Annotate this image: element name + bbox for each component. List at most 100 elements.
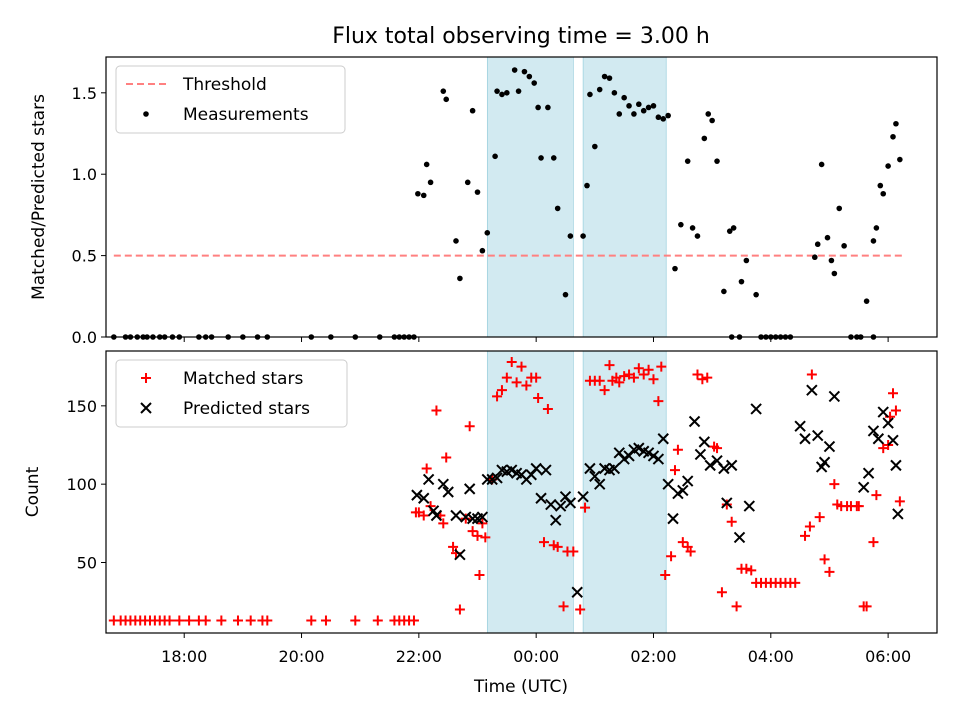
- data-point: [636, 101, 642, 108]
- data-point: [650, 103, 657, 109]
- data-point: [648, 374, 659, 385]
- data-point: [811, 254, 818, 261]
- data-point: [698, 436, 711, 448]
- y-axis-label: Matched/Predicted stars: [29, 94, 49, 300]
- axes-frame: [105, 56, 938, 338]
- data-point: [437, 478, 449, 490]
- data-point: [440, 88, 447, 94]
- data-point: [652, 453, 665, 465]
- data-point: [448, 541, 459, 552]
- data-point: [496, 385, 507, 396]
- data-point: [531, 80, 538, 86]
- y-tick-label: 1.0: [72, 165, 97, 184]
- data-point: [580, 233, 586, 239]
- data-point: [888, 388, 899, 399]
- x-tick-label: 18:00: [161, 647, 207, 666]
- y-tick-label: 1.5: [72, 84, 97, 103]
- y-tick-label: 50: [77, 554, 97, 573]
- data-point: [425, 501, 436, 512]
- data-point: [718, 462, 730, 475]
- data-point: [672, 444, 683, 455]
- data-point: [831, 270, 838, 277]
- data-point: [542, 403, 553, 414]
- data-point: [421, 463, 432, 474]
- data-point: [511, 377, 522, 388]
- data-point: [643, 364, 654, 375]
- data-point: [430, 509, 443, 522]
- data-point: [580, 502, 591, 513]
- data-point: [824, 566, 835, 577]
- data-point: [873, 225, 880, 231]
- data-point: [806, 384, 818, 396]
- data-point: [567, 233, 574, 239]
- data-point: [638, 369, 649, 380]
- data-point: [818, 456, 831, 468]
- data-point: [521, 68, 528, 75]
- data-point: [861, 601, 872, 612]
- data-point: [872, 433, 885, 445]
- data-point: [725, 459, 738, 472]
- data-point: [545, 498, 557, 511]
- data-point: [492, 391, 503, 402]
- data-point: [885, 163, 891, 169]
- y-tick-label: 0.5: [72, 247, 97, 266]
- data-point: [604, 360, 615, 371]
- data-point: [665, 112, 671, 119]
- data-point: [714, 158, 720, 164]
- data-point: [584, 182, 590, 189]
- data-point: [592, 143, 598, 150]
- x-tick-label: 06:00: [865, 647, 911, 666]
- legend-label: Predicted stars: [183, 399, 310, 419]
- data-point: [506, 356, 517, 367]
- legend-label: Threshold: [182, 75, 267, 95]
- data-point: [320, 615, 331, 626]
- data-point: [804, 521, 815, 532]
- data-point: [662, 478, 674, 490]
- data-point: [420, 192, 427, 199]
- data-point: [653, 396, 664, 407]
- data-point: [894, 496, 905, 507]
- data-point: [880, 190, 887, 197]
- data-point: [174, 615, 185, 626]
- x-axis-label: Time (UTC): [473, 677, 568, 697]
- data-point: [540, 464, 552, 476]
- data-point: [890, 405, 901, 416]
- data-point: [427, 179, 434, 186]
- data-point: [841, 243, 847, 249]
- data-point: [418, 510, 429, 521]
- data-point: [688, 415, 701, 428]
- data-point: [733, 531, 746, 544]
- data-point: [460, 513, 471, 524]
- data-point: [726, 516, 737, 527]
- data-point: [530, 462, 542, 475]
- data-point: [526, 73, 533, 80]
- data-point: [474, 189, 481, 195]
- data-point: [716, 587, 727, 598]
- data-point: [457, 275, 463, 282]
- data-point: [564, 497, 577, 509]
- data-point: [645, 104, 652, 111]
- data-point: [702, 372, 713, 383]
- data-point: [626, 103, 632, 109]
- data-point: [472, 530, 483, 541]
- data-point: [677, 484, 689, 497]
- data-point: [545, 104, 551, 111]
- data-point: [701, 135, 708, 142]
- data-point: [631, 111, 637, 117]
- data-point: [712, 443, 723, 454]
- x-tick-label: 22:00: [396, 647, 442, 666]
- data-point: [463, 483, 476, 495]
- data-point: [584, 462, 596, 475]
- data-point: [678, 221, 684, 228]
- data-point: [599, 385, 610, 396]
- data-point: [726, 228, 733, 234]
- data-point: [480, 532, 491, 543]
- legend-box: [115, 359, 348, 428]
- data-point: [619, 371, 630, 382]
- data-point: [897, 156, 903, 163]
- data-point: [552, 541, 563, 552]
- data-point: [515, 88, 522, 94]
- data-point: [887, 434, 899, 447]
- data-point: [669, 465, 680, 476]
- data-point: [677, 537, 688, 548]
